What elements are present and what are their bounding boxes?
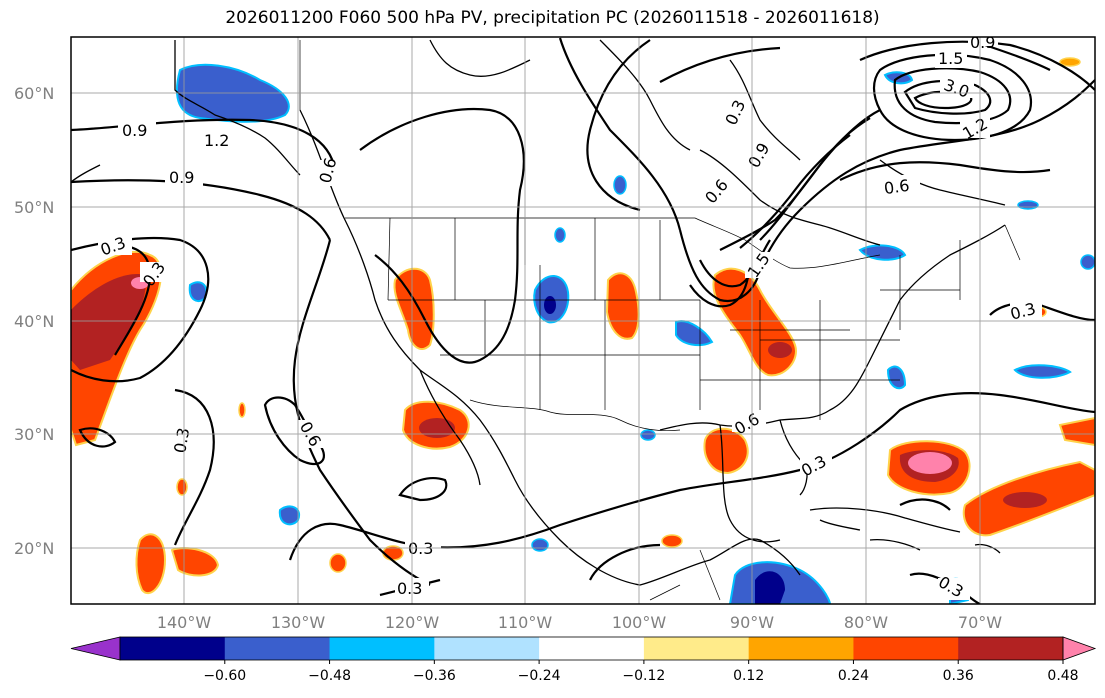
- precip-blob: [886, 365, 907, 390]
- precip-blob: [675, 320, 714, 347]
- precip-blob: [858, 244, 907, 261]
- contour-label: 1.5: [938, 49, 963, 68]
- contour-label: 1.2: [204, 131, 229, 150]
- lon-label: 110°W: [498, 613, 553, 632]
- precip-blob: [238, 402, 246, 418]
- precip-blob: [1013, 364, 1072, 379]
- lon-label: 140°W: [157, 613, 212, 632]
- precip-blob: [329, 553, 347, 573]
- precip-blob: [703, 427, 749, 475]
- colorbar-frame: [119, 636, 1064, 661]
- precip-blob: [640, 429, 656, 441]
- colorbar-segment: [853, 637, 959, 660]
- colorbar-extend-high: [1062, 636, 1097, 661]
- precip-blob: [135, 533, 167, 595]
- colorbar-tick-label: 0.48: [1047, 668, 1078, 684]
- colorbar-tick-label: 0.12: [733, 668, 764, 684]
- precip-blob: [1003, 492, 1047, 508]
- map-frame: [70, 36, 1096, 605]
- colorbar: −0.60 −0.48 −0.36 −0.24 −0.12 0.12 0.24 0.36 0.4…: [70, 636, 1097, 684]
- precip-blob: [613, 175, 627, 195]
- contour-label: 0.9: [122, 121, 147, 140]
- precip-blob: [176, 478, 188, 496]
- lat-label: 30°N: [14, 425, 54, 444]
- colorbar-segment: [958, 637, 1064, 660]
- precip-blob: [1058, 416, 1095, 447]
- precip-blob: [768, 342, 792, 358]
- colorbar-tick-label: −0.36: [413, 668, 456, 684]
- lon-label: 120°W: [385, 613, 440, 632]
- lon-label: 80°W: [844, 613, 888, 632]
- lon-label: 100°W: [612, 613, 667, 632]
- precip-blob: [1059, 57, 1081, 67]
- latitude-labels: 60°N 50°N 40°N 30°N 20°N: [14, 84, 54, 558]
- contour-label: 0.3: [170, 426, 193, 454]
- graticule: [71, 37, 1095, 604]
- precip-blob: [544, 296, 556, 314]
- precip-blob: [278, 505, 301, 526]
- colorbar-segment: [120, 637, 226, 660]
- contour-label: 0.9: [970, 33, 995, 52]
- contour-label: 0.6: [883, 176, 911, 198]
- precip-blob: [908, 452, 952, 474]
- colorbar-segment: [643, 637, 750, 660]
- contour-label: 0.3: [397, 579, 422, 598]
- precip-blob: [554, 227, 566, 243]
- colorbar-segment: [539, 637, 645, 660]
- colorbar-tick-label: 0.36: [943, 668, 974, 684]
- lat-label: 50°N: [14, 198, 54, 217]
- lat-label: 60°N: [14, 84, 54, 103]
- colorbar-segment: [434, 637, 540, 660]
- lat-label: 40°N: [14, 312, 54, 331]
- longitude-labels: 140°W 130°W 120°W 110°W 100°W 90°W 80°W …: [157, 613, 1002, 632]
- colorbar-segment: [329, 637, 435, 660]
- precip-blob: [393, 267, 435, 350]
- colorbar-tick-label: 0.24: [838, 668, 869, 684]
- colorbar-segment: [224, 637, 331, 660]
- precip-blob: [71, 274, 146, 370]
- colorbar-segment: [748, 637, 854, 660]
- lon-label: 70°W: [958, 613, 1002, 632]
- precip-blob: [419, 418, 455, 438]
- precip-blob: [1080, 254, 1095, 270]
- coastlines: [71, 39, 1006, 586]
- figure-title: 2026011200 F060 500 hPa PV, precipitatio…: [225, 8, 880, 28]
- lon-label: 130°W: [271, 613, 326, 632]
- precip-blob: [755, 571, 785, 604]
- lat-label: 20°N: [14, 539, 54, 558]
- precip-blob: [661, 534, 683, 548]
- contour-label: 0.9: [169, 168, 194, 187]
- colorbar-tick-label: −0.24: [518, 668, 561, 684]
- colorbar-tick-label: −0.12: [622, 668, 665, 684]
- lon-label: 90°W: [730, 613, 774, 632]
- precip-blob: [605, 272, 640, 340]
- precip-blob: [1017, 200, 1039, 210]
- precip-blob: [531, 538, 549, 552]
- colorbar-tick-label: −0.48: [308, 668, 351, 684]
- colorbar-extend-low: [70, 636, 121, 661]
- colorbar-tick-label: −0.60: [203, 668, 246, 684]
